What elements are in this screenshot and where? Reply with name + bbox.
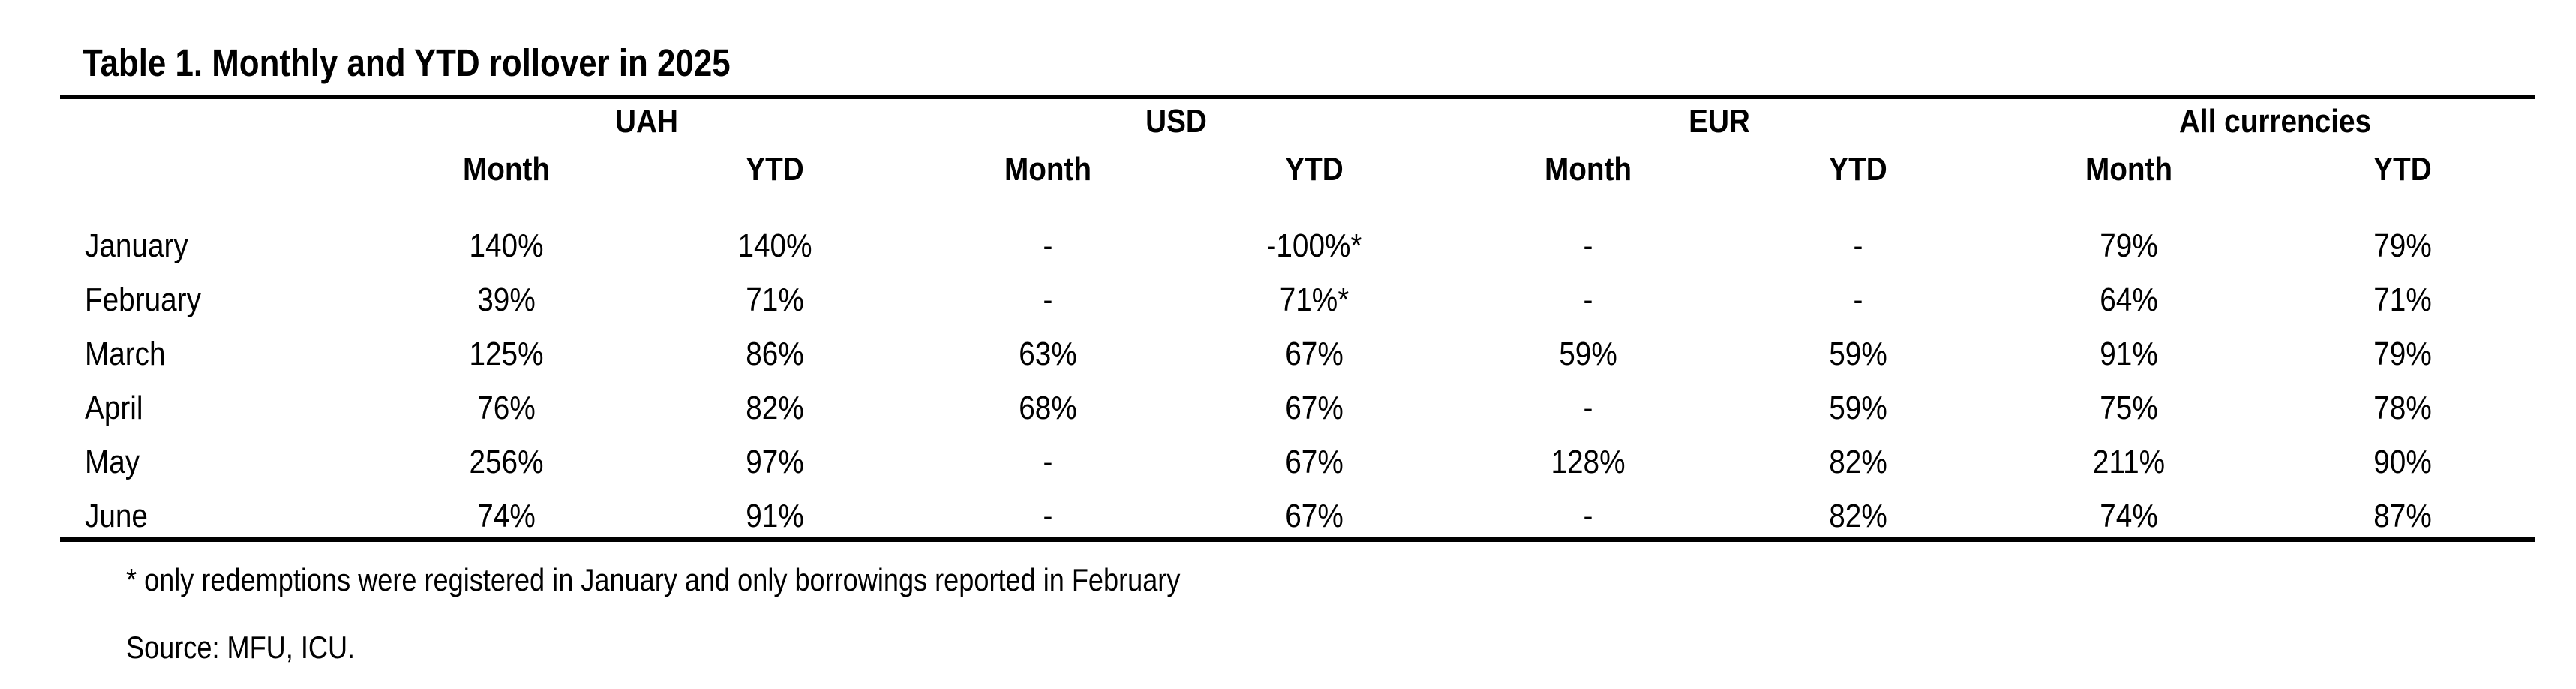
row-label: February: [85, 281, 201, 318]
table-top-rule: [60, 95, 2535, 99]
group-header: USD: [1145, 103, 1207, 140]
table-cell: 71%*: [1279, 281, 1350, 318]
table-cell: -: [1043, 498, 1053, 534]
table-cell: 79%: [2373, 335, 2432, 372]
column-header: Month: [462, 151, 551, 188]
table-cell: -: [1583, 281, 1593, 318]
table-cell: 82%: [1829, 444, 1887, 480]
table-cell: 82%: [1829, 498, 1887, 534]
table-cell: 67%: [1285, 335, 1344, 372]
table-cell: 68%: [1019, 390, 1077, 426]
table-cell: 59%: [1829, 390, 1887, 426]
table-bottom-rule: [60, 537, 2535, 542]
table-cell: 79%: [2100, 227, 2158, 264]
row-label: June: [85, 498, 148, 534]
table-cell: 74%: [2100, 498, 2158, 534]
table-footnote: * only redemptions were registered in Ja…: [126, 562, 1181, 597]
table-cell: 64%: [2100, 281, 2158, 318]
table-cell: 97%: [746, 444, 804, 480]
table-cell: 90%: [2373, 444, 2432, 480]
table-cell: 76%: [477, 390, 536, 426]
table-cell: -: [1043, 227, 1053, 264]
table-cell: 74%: [477, 498, 536, 534]
column-header: YTD: [2373, 151, 2432, 188]
row-label: May: [85, 444, 140, 480]
group-header: UAH: [615, 103, 678, 140]
table-cell: 256%: [469, 444, 544, 480]
table-cell: 211%: [2092, 444, 2166, 480]
group-header: All currencies: [2178, 103, 2372, 140]
table-cell: 87%: [2373, 498, 2432, 534]
column-header: Month: [1004, 151, 1092, 188]
group-header: EUR: [1689, 103, 1750, 140]
row-label: March: [85, 335, 166, 372]
table-cell: -: [1583, 498, 1593, 534]
table-cell: 140%: [737, 227, 812, 264]
table-cell: -: [1043, 281, 1053, 318]
row-label: April: [85, 390, 143, 426]
table-cell: 91%: [2100, 335, 2158, 372]
column-header: YTD: [1829, 151, 1887, 188]
table-cell: -: [1853, 281, 1863, 318]
table-cell: -: [1583, 227, 1593, 264]
table-cell: 140%: [469, 227, 544, 264]
table-cell: -: [1583, 390, 1593, 426]
table-cell: 78%: [2373, 390, 2432, 426]
row-label: January: [85, 227, 188, 264]
column-header: Month: [1544, 151, 1632, 188]
table-cell: -: [1043, 444, 1053, 480]
table-cell: 71%: [746, 281, 804, 318]
column-header: Month: [2085, 151, 2173, 188]
table-cell: 91%: [746, 498, 804, 534]
table-cell: 75%: [2100, 390, 2158, 426]
table-cell: 63%: [1019, 335, 1077, 372]
column-header: YTD: [746, 151, 804, 188]
table-cell: 71%: [2373, 281, 2432, 318]
table-cell: 59%: [1829, 335, 1887, 372]
table-cell: 59%: [1559, 335, 1617, 372]
table-cell: 67%: [1285, 444, 1344, 480]
table-cell: 67%: [1285, 498, 1344, 534]
table-source: Source: MFU, ICU.: [126, 630, 356, 665]
column-header: YTD: [1285, 151, 1344, 188]
table-cell: -: [1853, 227, 1863, 264]
table-cell: 67%: [1285, 390, 1344, 426]
table-cell: 125%: [469, 335, 544, 372]
table-cell: 79%: [2373, 227, 2432, 264]
table-cell: 128%: [1551, 444, 1626, 480]
table-cell: -100%*: [1266, 227, 1362, 264]
table-cell: 82%: [746, 390, 804, 426]
table-title: Table 1. Monthly and YTD rollover in 202…: [83, 41, 731, 84]
table-cell: 86%: [746, 335, 804, 372]
table-cell: 39%: [477, 281, 536, 318]
